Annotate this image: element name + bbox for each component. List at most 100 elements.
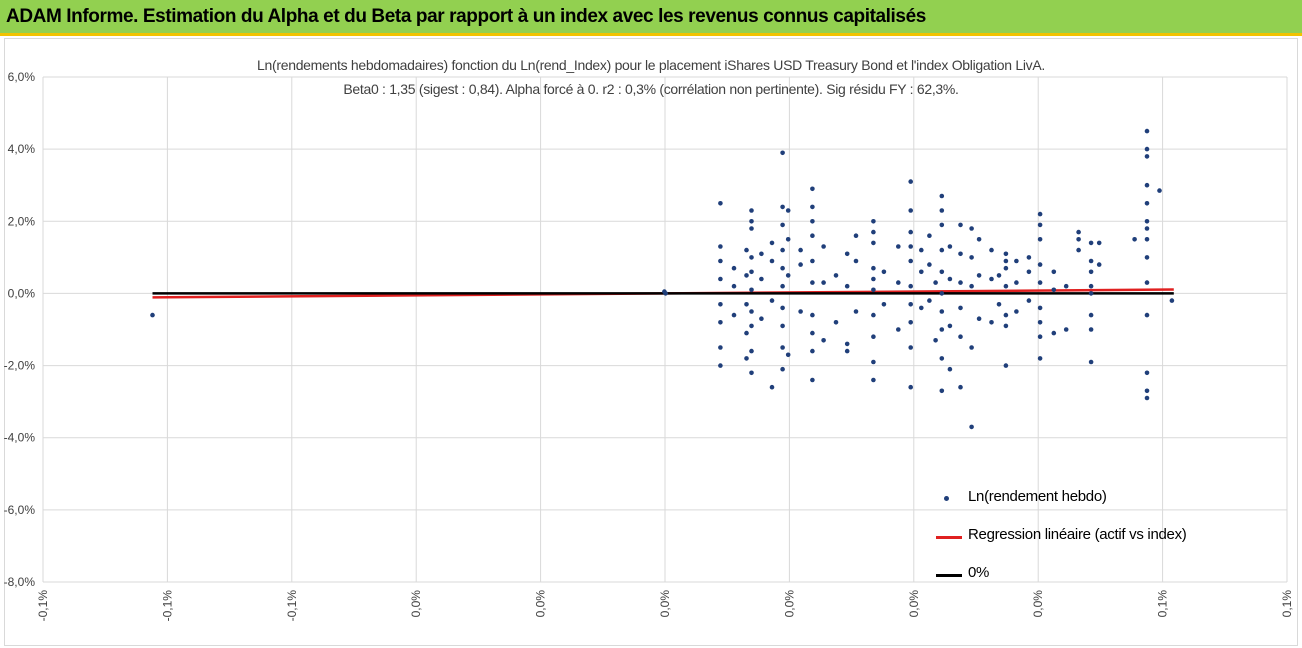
data-point [939,388,945,394]
data-point [881,269,887,275]
legend-item-points: Ln(rendement hebdo) [936,488,1236,510]
data-point [939,269,945,275]
x-tick-label: 0,0% [907,590,921,618]
data-point [1037,305,1043,311]
data-point [1051,269,1057,275]
data-point [718,302,723,307]
x-tick-label: -0,1% [285,590,299,622]
data-point [947,366,953,372]
data-point [1144,226,1150,231]
data-point [1088,312,1094,318]
data-point [810,377,815,383]
data-point [780,283,785,289]
data-point [731,283,737,289]
data-point [780,150,785,156]
data-point [989,247,994,253]
data-point [1144,312,1150,318]
data-point [769,258,775,264]
y-tick-label: -2,0% [4,359,36,373]
chart-subtitle: Beta0 : 1,35 (sigest : 0,84). Alpha forc… [343,81,959,97]
data-point [780,204,785,210]
data-point [1088,258,1094,264]
data-point [769,240,775,246]
data-point [1169,298,1175,303]
data-point [976,237,982,242]
data-point [1003,363,1009,368]
legend-item-regression: Regression linéaire (actif vs index) [936,526,1236,548]
data-point [1026,269,1032,275]
data-point [769,384,775,390]
data-point [871,240,876,246]
data-point [785,273,791,278]
x-tick-label: 0,0% [782,590,796,618]
data-point [810,330,815,336]
y-tick-label: 6,0% [8,70,36,84]
data-point [1088,240,1094,246]
data-point [927,233,932,238]
data-point [718,276,723,282]
data-point [1076,229,1081,235]
data-point [1037,356,1043,361]
y-tick-label: -4,0% [4,431,36,445]
data-point [749,323,754,329]
axis-labels: 6,0%4,0%2,0%0,0%-2,0%-4,0%-6,0%-8,0%-0,1… [4,70,1294,621]
data-point [958,280,963,285]
data-point [780,366,785,372]
data-point [718,201,723,206]
data-point [908,345,913,350]
data-point [908,179,913,184]
data-point [749,219,754,224]
data-point [939,247,945,253]
data-point [744,302,749,307]
data-point [908,302,913,307]
x-tick-label: -0,1% [36,590,50,622]
data-point [1144,255,1150,260]
points-layer [150,128,1175,430]
data-point [939,356,945,361]
data-point [871,265,876,271]
data-point [798,262,803,267]
data-point [810,348,815,354]
data-point [989,320,994,325]
data-point [1037,237,1043,242]
data-point [1144,201,1150,206]
data-point [919,269,924,275]
data-point [1144,237,1150,242]
data-point [749,309,754,314]
data-point [833,320,839,325]
y-tick-label: 4,0% [8,142,36,156]
data-point [939,222,945,228]
data-point [919,305,924,311]
data-point [1088,327,1094,332]
data-point [881,302,887,307]
data-point [749,348,754,354]
y-tick-label: 0,0% [8,286,36,300]
data-point [844,251,850,257]
data-point [780,345,785,350]
data-point [976,273,982,278]
data-point [996,302,1002,307]
data-point [810,312,815,318]
data-point [749,255,754,260]
data-point [1014,280,1019,285]
data-point [958,305,963,311]
data-point [1144,280,1150,285]
data-point [810,233,815,238]
data-point [780,265,785,271]
x-tick-label: 0,0% [409,590,423,618]
x-tick-label: 0,1% [1280,590,1294,618]
data-point [939,291,945,296]
data-point [759,276,764,282]
data-point [958,251,963,257]
data-point [1026,298,1032,303]
data-point [780,247,785,253]
data-point [908,208,913,213]
data-point [1051,287,1057,293]
x-tick-label: 0,0% [658,590,672,618]
data-point [821,280,826,285]
data-point [718,363,723,368]
data-point [810,186,815,192]
data-point [744,330,749,336]
data-point [1144,219,1150,224]
